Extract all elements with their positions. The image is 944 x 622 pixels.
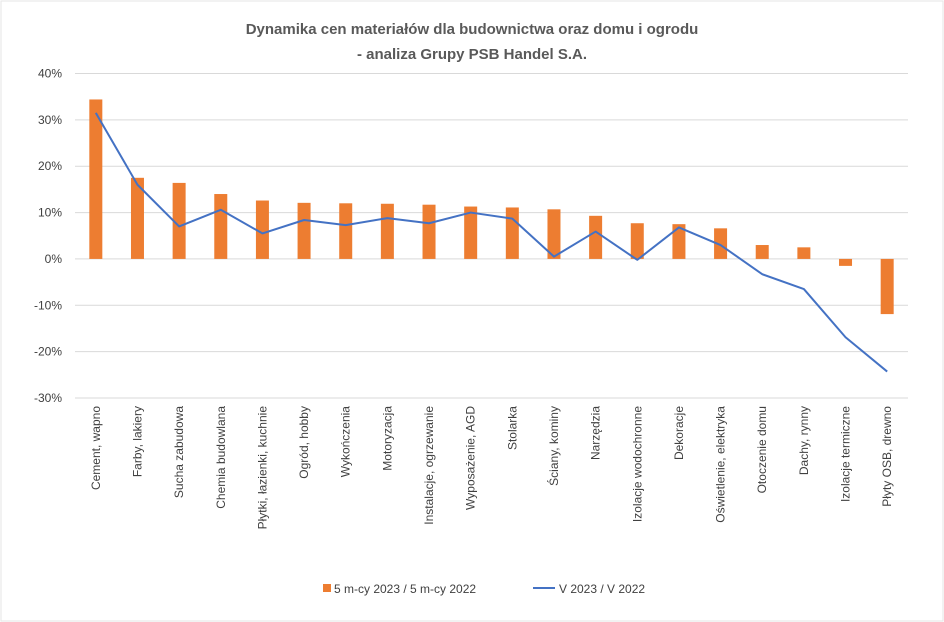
x-category-label: Płytki, łazienki, kuchnie	[255, 406, 269, 530]
bar	[880, 258, 894, 315]
legend-bar-swatch	[323, 584, 331, 592]
bar	[755, 245, 769, 259]
x-category-label: Izolacje termiczne	[839, 406, 853, 502]
bar	[380, 203, 394, 259]
x-category-label: Dekoracje	[672, 406, 686, 460]
bar	[505, 207, 519, 259]
x-category-label: Farby, lakiery	[130, 406, 144, 477]
bar	[130, 177, 144, 259]
y-tick-label: 10%	[38, 206, 62, 220]
chart-title-line-1: Dynamika cen materiałów dla budownictwa …	[246, 21, 699, 38]
legend-bar-label: 5 m-cy 2023 / 5 m-cy 2022	[334, 582, 476, 596]
x-category-label: Dachy, rynny	[797, 406, 811, 475]
bar	[464, 206, 478, 259]
x-category-label: Izolacje wodochronne	[630, 406, 644, 522]
y-tick-label: 40%	[38, 67, 62, 81]
bar	[89, 99, 103, 259]
chart-title-line-2: - analiza Grupy PSB Handel S.A.	[357, 46, 587, 63]
y-tick-label: -10%	[34, 298, 62, 312]
bar	[547, 209, 561, 259]
x-category-label: Wykończenia	[339, 406, 353, 478]
x-category-label: Instalacje, ogrzewanie	[422, 406, 436, 525]
x-category-label: Płyty OSB, drewno	[880, 406, 894, 507]
x-category-label: Narzędzia	[589, 406, 603, 460]
bar	[589, 215, 603, 259]
bar	[297, 202, 311, 259]
bar	[172, 182, 186, 259]
bar	[630, 223, 644, 259]
bar	[797, 247, 811, 259]
x-category-label: Ogród, hobby	[297, 406, 311, 479]
legend-line-label: V 2023 / V 2022	[559, 582, 645, 596]
bar	[672, 224, 686, 259]
bar	[839, 258, 853, 266]
bar	[422, 204, 436, 259]
bar	[714, 228, 728, 259]
x-category-label: Motoryzacja	[380, 406, 394, 471]
y-tick-label: -20%	[34, 345, 62, 359]
x-category-label: Otoczenie domu	[755, 406, 769, 493]
bar	[255, 200, 269, 259]
x-category-label: Chemia budowlana	[214, 406, 228, 509]
x-category-label: Cement, wapno	[89, 406, 103, 490]
bar	[214, 194, 228, 259]
x-category-label: Stolarka	[505, 406, 519, 450]
x-category-label: Oświetlenie, elektryka	[714, 406, 728, 523]
y-tick-label: 20%	[38, 159, 62, 173]
x-category-label: Sucha zabudowa	[172, 406, 186, 498]
x-category-label: Ściany, kominy	[546, 406, 561, 486]
bar	[339, 203, 353, 259]
y-tick-label: 30%	[38, 113, 62, 127]
series-line	[94, 112, 888, 373]
x-category-label: Wyposażenie, AGD	[464, 406, 478, 510]
y-tick-label: 0%	[45, 252, 63, 266]
y-tick-label: -30%	[34, 391, 62, 405]
